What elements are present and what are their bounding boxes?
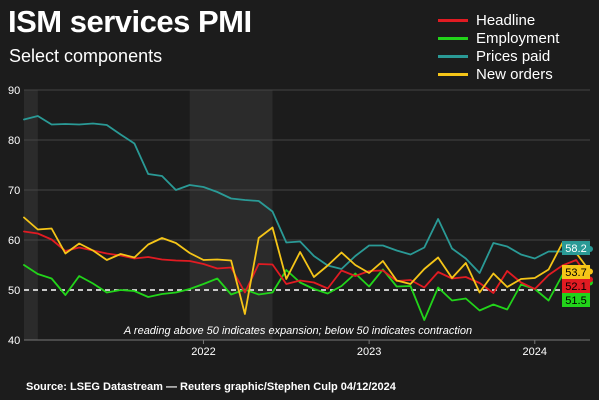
shaded-bands	[24, 90, 272, 340]
y-tick-label-90: 90	[8, 85, 20, 97]
end-label-text-new-orders: 53.7	[565, 267, 586, 279]
x-tick-label-2023: 2023	[357, 346, 381, 358]
legend-item-new-orders: New orders	[438, 65, 559, 83]
legend-item-employment: Employment	[438, 29, 559, 47]
shaded-band-1	[190, 90, 273, 340]
y-axis: 40 50 60 70 80 90	[8, 85, 20, 347]
legend-swatch-employment	[438, 37, 468, 40]
end-label-prices-paid: 58.2	[562, 241, 590, 255]
end-label-employment: 51.5	[562, 293, 590, 307]
y-tick-label-60: 60	[8, 235, 20, 247]
legend-label-prices-paid: Prices paid	[476, 48, 550, 65]
legend-item-headline: Headline	[438, 11, 559, 29]
shaded-band-0	[24, 90, 38, 340]
chart-subtitle: Select components	[9, 46, 162, 67]
end-label-text-employment: 51.5	[565, 295, 586, 307]
end-label-text-headline: 52.1	[565, 281, 586, 293]
source-note: Source: LSEG Datastream — Reuters graphi…	[26, 381, 396, 393]
y-tick-label-50: 50	[8, 285, 20, 297]
end-label-headline: 52.1	[562, 279, 590, 293]
legend-label-employment: Employment	[476, 30, 559, 47]
threshold-annotation: A reading above 50 indicates expansion; …	[123, 325, 472, 337]
legend-label-new-orders: New orders	[476, 66, 553, 83]
end-label-text-prices-paid: 58.2	[565, 243, 586, 255]
x-axis: 2022 2023 2024	[24, 340, 590, 358]
end-labels: 58.2 53.7 52.1 51.5	[562, 241, 590, 307]
legend-label-headline: Headline	[476, 12, 535, 29]
x-tick-label-2022: 2022	[191, 346, 215, 358]
y-tick-label-40: 40	[8, 335, 20, 347]
y-tick-label-70: 70	[8, 185, 20, 197]
legend-item-prices-paid: Prices paid	[438, 47, 559, 65]
legend: Headline Employment Prices paid New orde…	[438, 11, 559, 83]
chart-title: ISM services PMI	[8, 4, 252, 40]
end-label-new-orders: 53.7	[562, 265, 590, 279]
y-tick-label-80: 80	[8, 135, 20, 147]
legend-swatch-headline	[438, 19, 468, 22]
series-line-new-orders	[24, 218, 590, 315]
x-tick-label-2024: 2024	[523, 346, 547, 358]
legend-swatch-prices-paid	[438, 55, 468, 58]
legend-swatch-new-orders	[438, 73, 468, 76]
